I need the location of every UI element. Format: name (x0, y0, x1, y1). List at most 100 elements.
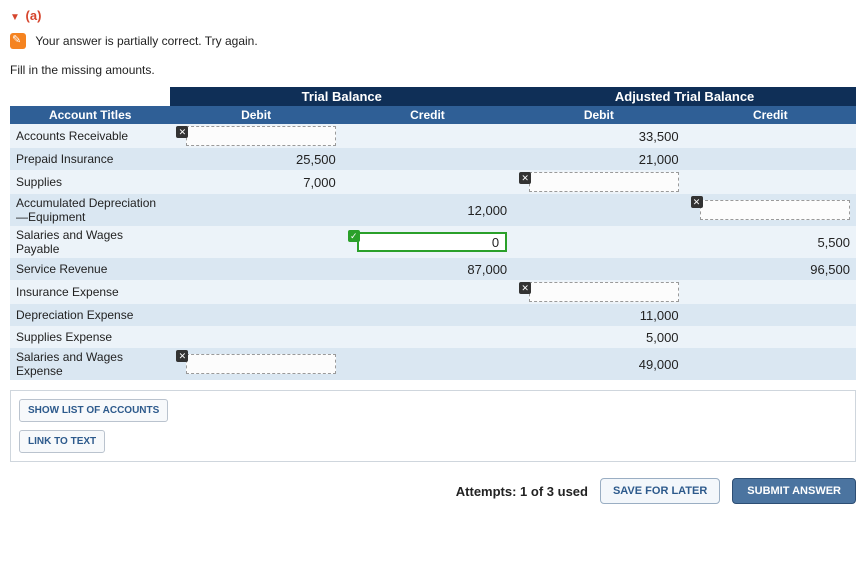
amount-cell: 96,500 (685, 258, 856, 280)
amount-cell (685, 194, 856, 226)
col-atb-credit: Credit (685, 106, 856, 124)
amount-cell (685, 348, 856, 380)
col-tb-debit: Debit (170, 106, 341, 124)
amount-cell (685, 280, 856, 304)
amount-cell (170, 124, 341, 148)
table-row: Supplies 7,000 (10, 170, 856, 194)
amount-cell (342, 148, 513, 170)
account-title-cell: Prepaid Insurance (10, 148, 170, 170)
amount-cell (342, 304, 513, 326)
incorrect-mark-icon (519, 172, 531, 184)
amount-cell (685, 124, 856, 148)
amount-cell (342, 280, 513, 304)
answer-input[interactable] (529, 282, 679, 302)
amount-value: 96,500 (810, 262, 850, 277)
footer-row: Attempts: 1 of 3 used SAVE FOR LATER SUB… (10, 478, 856, 504)
amount-value: 11,000 (640, 308, 679, 323)
part-label: (a) (26, 8, 42, 23)
table-row: Salaries and Wages Payable 0 5,500 (10, 226, 856, 258)
answer-input[interactable]: 0 (357, 232, 507, 252)
amount-cell (170, 280, 341, 304)
feedback-row: Your answer is partially correct. Try ag… (10, 33, 856, 49)
amount-cell: 25,500 (170, 148, 341, 170)
amount-cell (342, 348, 513, 380)
account-title-cell: Supplies (10, 170, 170, 194)
incorrect-mark-icon (176, 350, 188, 362)
col-atb-debit: Debit (513, 106, 684, 124)
answer-input[interactable] (529, 172, 679, 192)
attempts-text: Attempts: 1 of 3 used (456, 484, 588, 499)
table-row: Accumulated Depreciation—Equipment 12,000 (10, 194, 856, 226)
amount-cell (342, 124, 513, 148)
amount-cell (513, 258, 684, 280)
submit-answer-button[interactable]: SUBMIT ANSWER (732, 478, 856, 504)
amount-cell (170, 348, 341, 380)
table-row: Depreciation Expense 11,000 (10, 304, 856, 326)
answer-input[interactable] (700, 200, 850, 220)
amount-cell: 5,500 (685, 226, 856, 258)
sub-header-row: Account Titles Debit Credit Debit Credit (10, 106, 856, 124)
amount-cell (170, 258, 341, 280)
amount-cell: 33,500 (513, 124, 684, 148)
amount-value: 25,500 (296, 152, 336, 167)
amount-cell: 7,000 (170, 170, 341, 194)
amount-value: 21,000 (639, 152, 679, 167)
amount-cell: 49,000 (513, 348, 684, 380)
table-row: Salaries and Wages Expense 49,000 (10, 348, 856, 380)
account-title-cell: Insurance Expense (10, 280, 170, 304)
amount-value: 49,000 (639, 357, 679, 372)
account-title-cell: Accounts Receivable (10, 124, 170, 148)
amount-cell (685, 170, 856, 194)
amount-cell (170, 304, 341, 326)
amount-cell (513, 194, 684, 226)
table-row: Accounts Receivable 33,500 (10, 124, 856, 148)
amount-cell: 21,000 (513, 148, 684, 170)
amount-cell (685, 304, 856, 326)
account-title-cell: Service Revenue (10, 258, 170, 280)
account-title-cell: Salaries and Wages Payable (10, 226, 170, 258)
col-tb-credit: Credit (342, 106, 513, 124)
amount-value: 33,500 (639, 129, 679, 144)
table-row: Supplies Expense 5,000 (10, 326, 856, 348)
amount-cell (170, 326, 341, 348)
link-to-text-button[interactable]: LINK TO TEXT (19, 430, 105, 453)
part-header: ▼ (a) (10, 8, 856, 23)
amount-cell (342, 326, 513, 348)
amount-value: 5,000 (646, 330, 679, 345)
account-title-cell: Accumulated Depreciation—Equipment (10, 194, 170, 226)
group-header-trial: Trial Balance (170, 87, 513, 106)
answer-input[interactable] (186, 354, 336, 374)
amount-cell: 12,000 (342, 194, 513, 226)
col-account-titles: Account Titles (10, 106, 170, 124)
incorrect-mark-icon (176, 126, 188, 138)
account-title-cell: Salaries and Wages Expense (10, 348, 170, 380)
answer-input[interactable] (186, 126, 336, 146)
trial-balance-table: Trial Balance Adjusted Trial Balance Acc… (10, 87, 856, 380)
amount-cell (513, 280, 684, 304)
amount-value: 12,000 (467, 203, 507, 218)
table-row: Insurance Expense (10, 280, 856, 304)
links-box: SHOW LIST OF ACCOUNTS LINK TO TEXT (10, 390, 856, 462)
amount-cell (685, 326, 856, 348)
group-header-adjusted: Adjusted Trial Balance (513, 87, 856, 106)
group-header-blank (10, 87, 170, 106)
amount-cell (170, 226, 341, 258)
account-title-cell: Supplies Expense (10, 326, 170, 348)
feedback-text: Your answer is partially correct. Try ag… (35, 34, 257, 48)
amount-cell: 0 (342, 226, 513, 258)
amount-value: 5,500 (817, 235, 850, 250)
amount-cell: 87,000 (342, 258, 513, 280)
incorrect-mark-icon (691, 196, 703, 208)
instruction-text: Fill in the missing amounts. (10, 63, 856, 77)
save-for-later-button[interactable]: SAVE FOR LATER (600, 478, 720, 504)
collapse-triangle-icon[interactable]: ▼ (10, 12, 20, 23)
amount-cell: 5,000 (513, 326, 684, 348)
group-header-row: Trial Balance Adjusted Trial Balance (10, 87, 856, 106)
show-accounts-button[interactable]: SHOW LIST OF ACCOUNTS (19, 399, 168, 422)
incorrect-mark-icon (519, 282, 531, 294)
account-title-cell: Depreciation Expense (10, 304, 170, 326)
amount-cell (513, 170, 684, 194)
partial-correct-icon (10, 33, 26, 49)
amount-value: 7,000 (303, 175, 336, 190)
amount-cell (685, 148, 856, 170)
